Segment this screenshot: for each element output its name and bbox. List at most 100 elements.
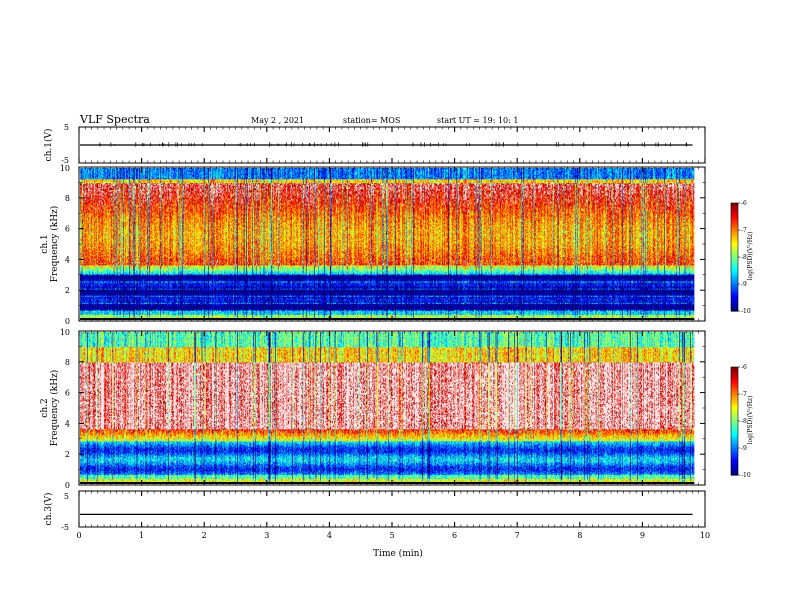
colorbar-swatch — [731, 399, 738, 402]
colorbar-swatch — [731, 392, 738, 395]
colorbar-swatch — [731, 258, 738, 262]
x-tick-label: 0 — [76, 531, 81, 540]
station-label: station= MOS — [343, 116, 400, 125]
colorbar-swatch — [731, 412, 738, 415]
colorbar-swatch — [731, 408, 738, 411]
colorbar-swatch — [731, 453, 738, 456]
colorbar-swatch — [731, 401, 738, 404]
colorbar-swatch — [731, 442, 738, 445]
colorbar-swatch — [731, 374, 738, 377]
y-tick-label: 10 — [60, 164, 70, 173]
colorbar-swatch — [731, 230, 738, 233]
colorbar-swatch — [731, 430, 738, 433]
colorbar-swatch — [731, 473, 738, 476]
colorbar-swatch — [731, 428, 738, 431]
y-tick-label: 8 — [65, 358, 70, 367]
colorbar-tick-label: -6 — [741, 364, 747, 371]
colorbar-swatch — [731, 240, 738, 244]
colorbar-swatch — [731, 437, 738, 440]
colorbar-swatch — [731, 385, 738, 388]
colorbar-swatch — [731, 406, 738, 409]
colorbar-swatch — [731, 285, 738, 289]
colorbar-swatch — [731, 403, 738, 406]
y-tick-label: 6 — [65, 389, 70, 398]
x-tick-label: 4 — [327, 531, 332, 540]
colorbar-swatch — [731, 386, 738, 390]
x-tick-label: 3 — [264, 531, 269, 540]
colorbar-swatch — [731, 460, 738, 463]
colorbar-swatch — [731, 410, 738, 413]
colorbar-swatch — [731, 433, 738, 436]
spectrogram-image — [80, 168, 695, 320]
colorbar-swatch — [731, 296, 738, 299]
ch3-voltage-ytick-top: 5 — [64, 492, 69, 501]
ch1-voltage-ylabel: ch.1(V) — [43, 129, 54, 162]
ch1-voltage-ytick-top: 5 — [64, 123, 69, 132]
colorbar-swatch — [731, 413, 738, 417]
colorbar-swatch — [731, 280, 738, 283]
colorbar-swatch — [731, 372, 738, 375]
colorbar-swatch — [731, 215, 738, 218]
colorbar-swatch — [731, 449, 738, 453]
colorbar-swatch — [731, 208, 738, 211]
ch2-colorbar-label: log(PSD)(V²/Hz) — [747, 396, 754, 445]
x-tick-label: 2 — [202, 531, 207, 540]
colorbar-swatch — [731, 439, 738, 442]
y-tick-label: 0 — [65, 481, 70, 490]
colorbar-swatch — [731, 415, 738, 418]
colorbar-tick-label: -8 — [741, 418, 747, 425]
ch3-voltage-frame — [78, 490, 706, 528]
colorbar-swatch — [731, 248, 738, 251]
colorbar-tick-label: -9 — [741, 445, 747, 452]
y-tick-label: 4 — [65, 255, 70, 264]
y-tick-label: 2 — [65, 286, 70, 295]
colorbar-swatch — [731, 397, 738, 400]
colorbar-swatch — [731, 217, 738, 220]
colorbar-swatch — [731, 222, 738, 226]
colorbar-swatch — [731, 206, 738, 209]
colorbar-swatch — [731, 424, 738, 427]
colorbar-swatch — [731, 260, 738, 263]
spectrogram-layer — [80, 168, 695, 484]
colorbar-swatch — [731, 212, 738, 215]
colorbar-swatch — [731, 289, 738, 292]
start-time-label: start UT = 19: 10: 1 — [437, 116, 518, 125]
colorbar-swatch — [731, 455, 738, 458]
colorbar-swatch — [731, 226, 738, 229]
colorbar-swatch — [731, 302, 738, 305]
colorbar-swatch — [731, 255, 738, 258]
colorbar-swatch — [731, 213, 738, 217]
colorbar-swatch — [731, 237, 738, 240]
colorbar-tick-label: -7 — [741, 391, 747, 398]
colorbar-swatch — [731, 395, 738, 399]
colorbar-swatch — [731, 249, 738, 253]
colorbar-swatch — [731, 298, 738, 301]
y-tick-label: 6 — [65, 225, 70, 234]
colorbar: -6 -7 -8 -9 -10 — [730, 364, 751, 479]
ch1-spectrogram-ylabel-frequency: Frequency (kHz) — [49, 206, 60, 283]
colorbar-swatch — [731, 231, 738, 235]
colorbar-swatch — [731, 271, 738, 274]
colorbar-swatch — [731, 233, 738, 236]
colorbar-swatch — [731, 282, 738, 285]
colorbar-swatch — [731, 267, 738, 271]
colorbar-swatch — [731, 458, 738, 462]
y-tick-label: 0 — [65, 317, 70, 326]
spectrogram-baseline — [80, 482, 695, 484]
colorbar-swatch — [731, 376, 738, 379]
colorbar-swatch — [731, 388, 738, 391]
ch1-colorbar-label: log(PSD)(V²/Hz) — [747, 232, 754, 281]
colorbar-swatch — [731, 235, 738, 238]
x-tick-label: 7 — [515, 531, 520, 540]
ch2-spectrogram-ylabel-channel: ch.2 — [40, 398, 50, 417]
colorbar-swatch — [731, 381, 738, 384]
colorbar-swatch — [731, 262, 738, 265]
colorbar-swatch — [731, 435, 738, 438]
colorbar-tick-label: -10 — [741, 472, 751, 479]
ch1-spectrogram-ylabel-channel: ch.1 — [40, 234, 50, 253]
colorbar-swatch — [731, 426, 738, 429]
x-tick-label: 6 — [452, 531, 457, 540]
x-tick-label: 8 — [577, 531, 582, 540]
colorbar-swatch — [731, 462, 738, 465]
